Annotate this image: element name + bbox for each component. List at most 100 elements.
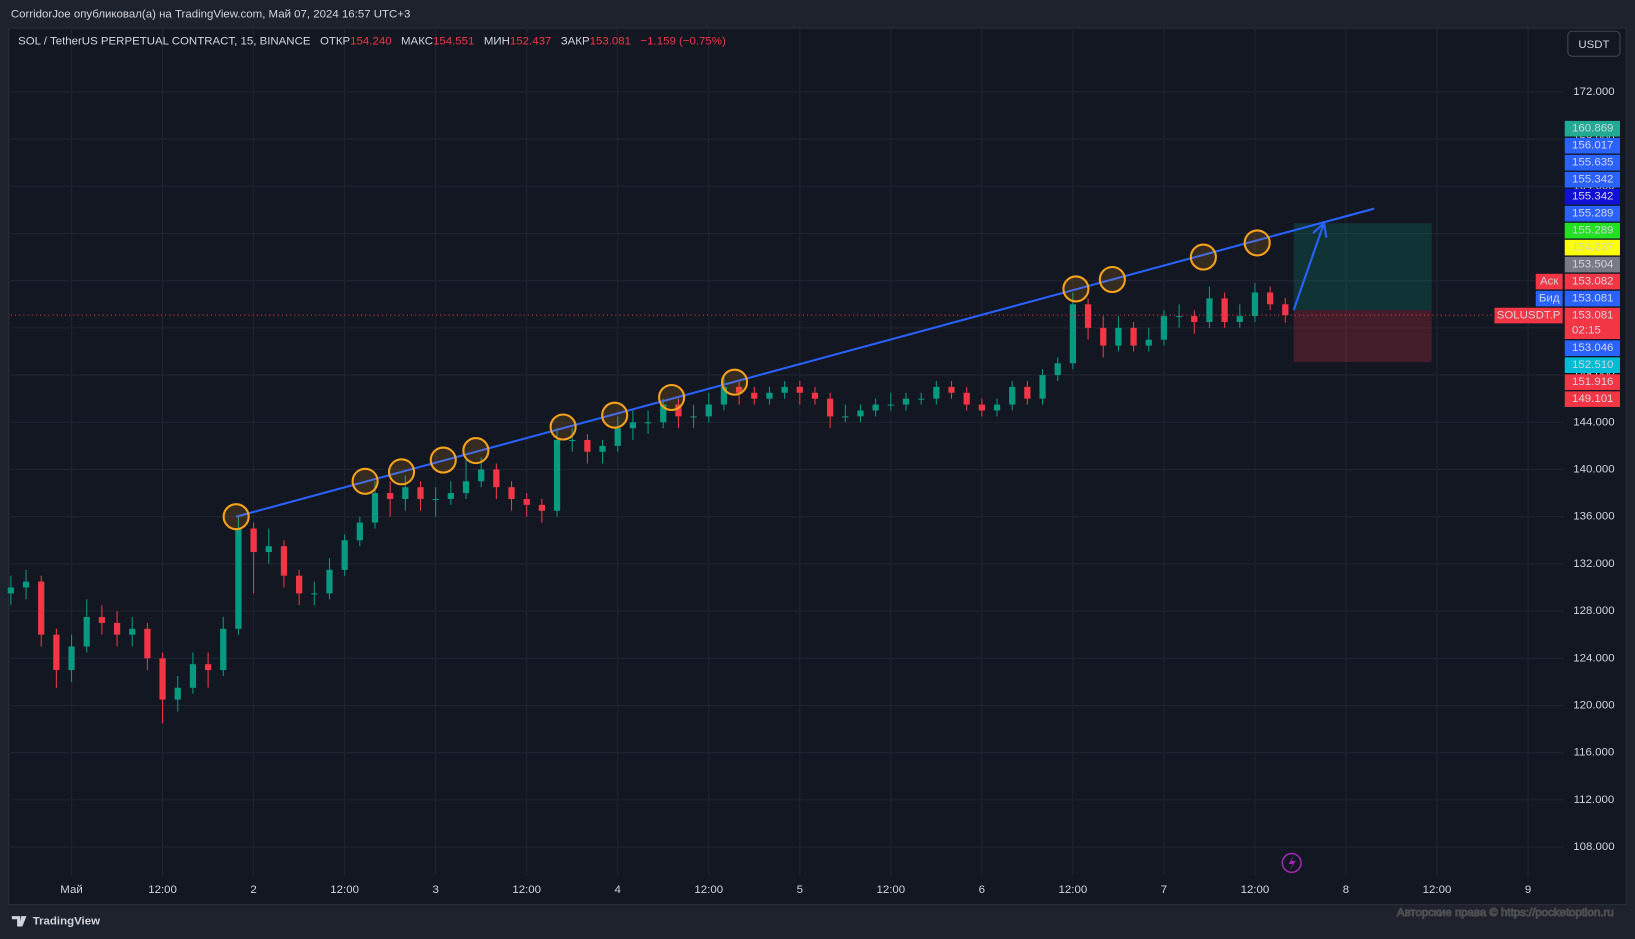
price-tag-label-box — [1494, 307, 1563, 324]
touch-marker — [721, 368, 749, 396]
candle-body — [993, 404, 1001, 411]
candle-body — [1084, 304, 1092, 328]
touch-marker — [222, 503, 250, 531]
price-tag-value: 149.101 — [1572, 393, 1613, 405]
candle-body — [690, 416, 697, 418]
legend-change: −1.159 (−0.75%) — [640, 36, 726, 48]
candle-body — [144, 628, 151, 659]
x-tick-label: 2 — [250, 884, 256, 896]
touch-marker — [601, 401, 629, 429]
touch-marker — [462, 437, 490, 465]
candle-body — [265, 546, 272, 553]
candle-body — [1206, 298, 1213, 322]
candle-body — [235, 528, 242, 629]
candle-body — [493, 469, 500, 488]
candle-body — [842, 416, 849, 418]
candle-body — [129, 628, 136, 635]
candle-body — [599, 445, 606, 452]
price-tag-label: Бид — [1539, 293, 1560, 305]
touch-marker — [1243, 229, 1271, 257]
currency-label[interactable]: USDT — [1578, 39, 1609, 51]
candle-body — [1009, 386, 1016, 405]
candle-body — [918, 398, 925, 400]
candle-body — [1266, 292, 1274, 305]
candle-body — [978, 404, 985, 411]
legend-label: ЗАКР — [561, 36, 590, 48]
x-tick-label: 3 — [432, 884, 438, 896]
x-tick-label: 6 — [979, 884, 985, 896]
watermark: Авторские права © https://pocketoption.r… — [1397, 907, 1614, 919]
x-tick-label: 12:00 — [876, 884, 905, 896]
price-tag-value: 155.289 — [1572, 225, 1613, 237]
price-tag-value: 155.289 — [1572, 208, 1613, 220]
price-tag-label-box — [1535, 290, 1563, 307]
lightning-glyph — [1288, 855, 1296, 871]
candle-body — [675, 404, 682, 417]
candle-body — [872, 404, 879, 411]
candle-body — [720, 386, 728, 405]
candle-body — [371, 493, 379, 523]
candle-body — [796, 386, 803, 393]
price-tag-value: 152.510 — [1572, 359, 1613, 371]
price-tag — [1564, 205, 1620, 222]
candle-body — [508, 487, 515, 499]
candle-body — [1100, 327, 1107, 346]
price-tag-value: 155.342 — [1572, 191, 1613, 203]
candle-body — [341, 540, 348, 570]
price-tag — [1564, 273, 1620, 290]
candle-body — [1130, 327, 1137, 346]
currency-button[interactable] — [1567, 30, 1621, 57]
candle-body — [174, 687, 181, 700]
candle-body — [644, 422, 652, 424]
price-tag — [1564, 357, 1620, 373]
x-tick-label: 12:00 — [1241, 884, 1270, 896]
candle-body — [1160, 316, 1168, 340]
candle-body — [1054, 363, 1061, 376]
legend-value: 154.551 — [433, 36, 474, 48]
touch-marker — [1062, 275, 1090, 303]
legend: SOL / TetherUS PERPETUAL CONTRACT, 15, B… — [18, 36, 726, 48]
x-tick-label: 4 — [615, 884, 622, 896]
touch-marker — [549, 413, 577, 441]
touch-marker — [429, 446, 457, 474]
price-tag — [1564, 307, 1620, 340]
candle-body — [1145, 339, 1152, 346]
candle-body — [478, 469, 485, 482]
legend-value: 153.081 — [590, 36, 631, 48]
y-tick-label: 112.000 — [1574, 794, 1615, 806]
candle-body — [1221, 298, 1228, 322]
y-tick-label: 128.000 — [1573, 605, 1614, 617]
target-zone — [1293, 223, 1432, 311]
price-tag-timer: 02:15 — [1572, 325, 1601, 337]
lightning-icon[interactable] — [1281, 852, 1302, 874]
price-tag — [1564, 374, 1620, 390]
candle-body — [569, 439, 576, 442]
candle-body — [326, 569, 333, 594]
price-tag — [1564, 188, 1620, 205]
candle-body — [1236, 316, 1243, 322]
candle-body — [159, 658, 166, 700]
candle-body — [280, 546, 288, 576]
stop-zone — [1293, 310, 1432, 363]
price-tag-value: 153.504 — [1572, 259, 1614, 271]
candle-body — [22, 581, 30, 588]
touch-marker — [387, 458, 416, 486]
tv-logo-icon — [11, 916, 27, 927]
candle-body — [432, 498, 439, 501]
candle-body — [38, 581, 45, 635]
candle-body — [902, 398, 910, 405]
candle-body — [811, 392, 819, 399]
touch-marker — [351, 467, 379, 495]
author-line: CorridorJoe опубликовал(а) на TradingVie… — [11, 9, 411, 21]
candle-body — [98, 616, 106, 623]
candle-body — [553, 439, 561, 511]
candle-body — [1191, 316, 1198, 322]
price-tag-value: 151.916 — [1572, 376, 1613, 388]
price-tag-value: 153.082 — [1572, 276, 1613, 288]
candle-body — [1069, 304, 1077, 364]
price-tag-value: 153.081 — [1572, 310, 1613, 322]
candle-body — [887, 404, 894, 406]
candle-body — [523, 498, 530, 505]
price-scale: 108.000 112.000 116.000 120.000 124.000 128.0… — [1494, 86, 1620, 853]
